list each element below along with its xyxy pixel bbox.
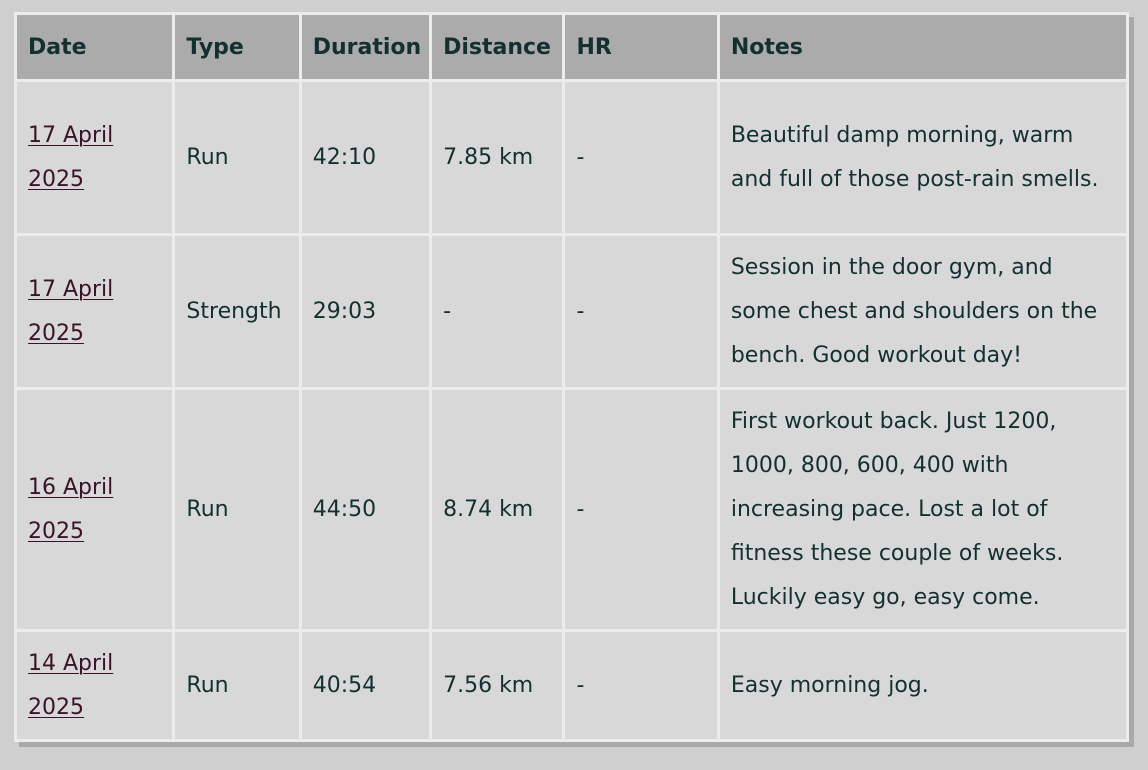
type-cell: Run [175, 390, 299, 629]
type-cell: Run [175, 632, 299, 739]
date-cell: 17 April 2025 [17, 82, 173, 233]
type-cell: Run [175, 82, 299, 233]
hr-cell: - [565, 632, 717, 739]
table-row: 17 April 2025 Strength 29:03 - - Session… [17, 236, 1126, 387]
notes-cell: Beautiful damp morning, warm and full of… [719, 82, 1126, 233]
duration-cell: 29:03 [301, 236, 430, 387]
column-header-hr: HR [565, 15, 717, 79]
distance-cell: 7.56 km [432, 632, 563, 739]
column-header-date: Date [17, 15, 173, 79]
hr-cell: - [565, 82, 717, 233]
hr-cell: - [565, 390, 717, 629]
distance-cell: 7.85 km [432, 82, 563, 233]
table-header-row: Date Type Duration Distance HR Notes [17, 15, 1126, 79]
date-link[interactable]: 14 April 2025 [28, 650, 114, 720]
duration-cell: 42:10 [301, 82, 430, 233]
distance-cell: - [432, 236, 563, 387]
duration-cell: 44:50 [301, 390, 430, 629]
column-header-duration: Duration [301, 15, 430, 79]
table-row: 16 April 2025 Run 44:50 8.74 km - First … [17, 390, 1126, 629]
date-cell: 17 April 2025 [17, 236, 173, 387]
column-header-type: Type [175, 15, 299, 79]
notes-cell: Easy morning jog. [719, 632, 1126, 739]
workout-log-table-container: Date Type Duration Distance HR Notes 17 … [14, 12, 1129, 742]
date-cell: 14 April 2025 [17, 632, 173, 739]
date-link[interactable]: 16 April 2025 [28, 474, 114, 544]
date-cell: 16 April 2025 [17, 390, 173, 629]
duration-cell: 40:54 [301, 632, 430, 739]
table-row: 14 April 2025 Run 40:54 7.56 km - Easy m… [17, 632, 1126, 739]
hr-cell: - [565, 236, 717, 387]
column-header-distance: Distance [432, 15, 563, 79]
type-cell: Strength [175, 236, 299, 387]
table-row: 17 April 2025 Run 42:10 7.85 km - Beauti… [17, 82, 1126, 233]
notes-cell: Session in the door gym, and some chest … [719, 236, 1126, 387]
date-link[interactable]: 17 April 2025 [28, 122, 114, 192]
distance-cell: 8.74 km [432, 390, 563, 629]
column-header-notes: Notes [719, 15, 1126, 79]
date-link[interactable]: 17 April 2025 [28, 276, 114, 346]
workout-log-table: Date Type Duration Distance HR Notes 17 … [14, 12, 1129, 742]
notes-cell: First workout back. Just 1200, 1000, 800… [719, 390, 1126, 629]
